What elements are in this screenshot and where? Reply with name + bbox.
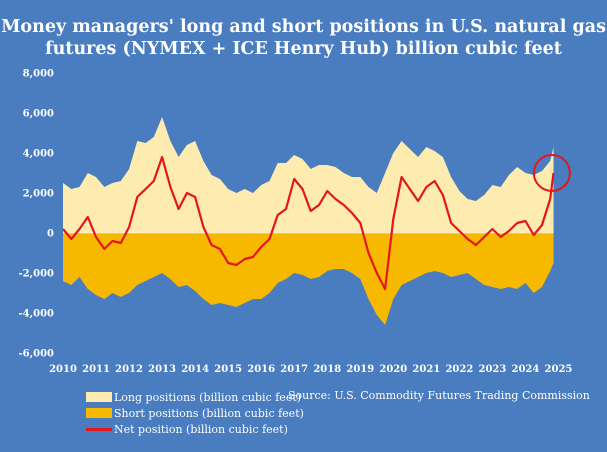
legend-item-short: Short positions (billion cubic feet) [86,405,304,421]
legend-swatch-long [86,392,112,402]
x-tick-label: 2024 [512,364,540,375]
title-line-2: futures (NYMEX + ICE Henry Hub) billion … [45,39,562,59]
x-tick-label: 2012 [115,364,143,375]
legend-item-net: Net position (billion cubic feet) [86,421,304,437]
y-tick-label: -6,000 [19,349,55,360]
y-tick-label: 0 [47,229,54,240]
x-tick-label: 2022 [445,364,473,375]
x-tick-label: 2018 [313,364,341,375]
legend-swatch-short [86,408,112,418]
long-positions-area [63,117,554,233]
x-tick-label: 2016 [247,364,275,375]
plot-area [62,117,571,325]
short-positions-area [63,233,554,325]
legend-swatch-net [86,427,112,431]
source-note: Source: U.S. Commodity Futures Trading C… [288,389,590,402]
y-tick-label: -4,000 [19,309,55,320]
x-tick-label: 2021 [412,364,440,375]
legend-label-long: Long positions (billion cubic feet) [114,390,302,404]
x-tick-label: 2011 [82,364,110,375]
x-tick-label: 2025 [545,364,573,375]
y-axis: 8,000 6,000 4,000 2,000 0 -2,000 -4,000 -6,000 [19,69,55,360]
x-axis: 2010 2011 2012 2013 2014 2015 2016 2017 2018 2019… [49,364,572,375]
y-tick-label: 4,000 [23,149,54,160]
legend-item-long: Long positions (billion cubic feet) [86,389,304,405]
net-position-line [62,155,555,291]
title-line-1: Money managers' long and short positions… [1,17,606,37]
x-tick-label: 2019 [346,364,374,375]
y-tick-label: 6,000 [23,109,54,120]
y-tick-label: 2,000 [23,189,54,200]
y-tick-label: -2,000 [19,269,55,280]
legend-label-short: Short positions (billion cubic feet) [114,406,304,420]
x-tick-label: 2017 [280,364,308,375]
y-tick-label: 8,000 [23,69,54,80]
x-tick-label: 2023 [478,364,506,375]
highlight-circle [532,154,571,192]
x-tick-label: 2015 [214,364,242,375]
legend-label-net: Net position (billion cubic feet) [114,422,288,436]
x-tick-label: 2020 [379,364,407,375]
x-tick-label: 2014 [181,364,209,375]
x-tick-label: 2010 [49,364,77,375]
legend: Long positions (billion cubic feet) Shor… [86,389,304,437]
chart-title: Money managers' long and short positions… [0,16,607,60]
x-tick-label: 2013 [148,364,176,375]
